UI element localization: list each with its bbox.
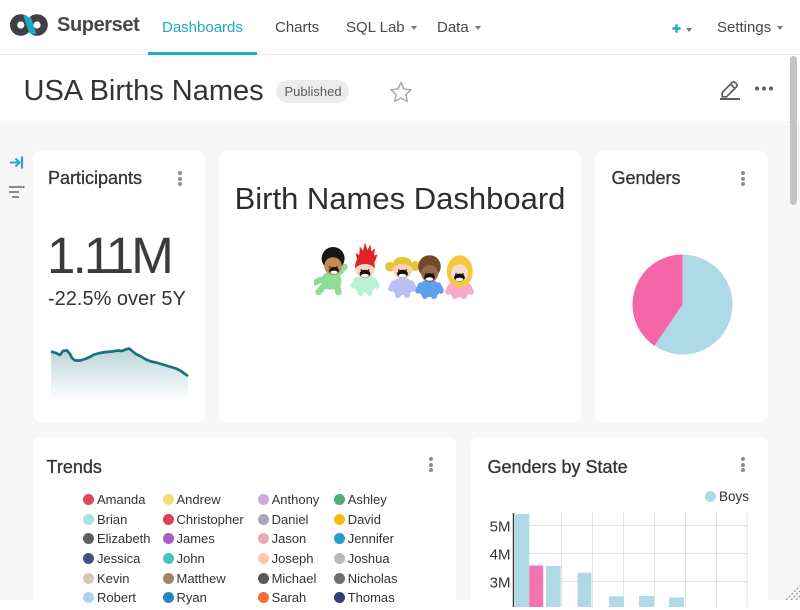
svg-text:4M: 4M [490, 547, 511, 564]
svg-text:3M: 3M [490, 575, 511, 592]
svg-text:5M: 5M [490, 519, 511, 536]
